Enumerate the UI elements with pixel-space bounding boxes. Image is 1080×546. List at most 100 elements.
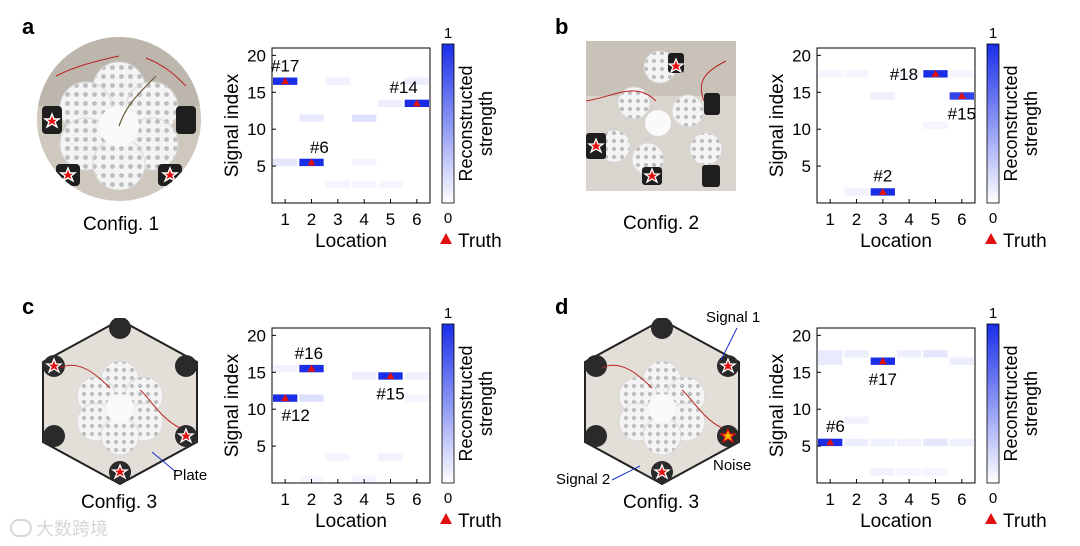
x-tick-label: 5	[386, 210, 395, 229]
colorbar-label-line2: strength	[476, 91, 496, 156]
x-tick-label: 4	[904, 210, 913, 229]
y-tick-label: 10	[792, 400, 811, 419]
colorbar-max-label: 1	[444, 305, 452, 322]
signal-annotation: #18	[890, 65, 918, 84]
plot-area	[272, 328, 430, 483]
truth-legend-label: Truth	[1003, 511, 1047, 532]
plot-area	[817, 328, 975, 483]
heat-cell	[844, 416, 869, 424]
heat-cell	[818, 357, 843, 365]
x-tick-label: 3	[878, 210, 887, 229]
truth-marker	[386, 371, 395, 379]
x-tick-label: 5	[931, 210, 940, 229]
heat-cell	[273, 364, 298, 373]
signal-annotation: #17	[271, 57, 299, 76]
x-tick-label: 3	[333, 210, 342, 229]
heat-cell	[299, 114, 324, 122]
colorbar	[441, 43, 455, 204]
heat-cell	[404, 372, 429, 380]
panel-letter-c: c	[22, 294, 35, 319]
heat-cell	[273, 158, 298, 167]
y-axis-label: Signal index	[767, 73, 788, 177]
signal-annotation: #6	[826, 417, 845, 436]
signal2-pointer-line	[611, 465, 641, 481]
y-tick-label: 20	[247, 46, 266, 65]
heat-cell	[923, 468, 948, 476]
truth-legend-label: Truth	[458, 511, 502, 532]
heat-cell	[352, 372, 377, 380]
truth-marker	[826, 438, 835, 446]
colorbar-min-label: 0	[989, 490, 997, 507]
heat-cell	[378, 453, 403, 461]
heat-cell	[923, 121, 948, 130]
plot-frame	[271, 327, 431, 484]
heat-cell	[844, 350, 869, 358]
y-tick-label: 5	[257, 437, 266, 456]
x-tick-label: 1	[825, 210, 834, 229]
colorbar-label-line2: strength	[1021, 371, 1041, 436]
heat-cell	[844, 188, 869, 196]
panel-letter-b: b	[555, 14, 569, 39]
y-tick-label: 15	[247, 83, 266, 102]
truth-marker	[307, 158, 316, 166]
heat-cell	[325, 180, 350, 189]
colorbar	[986, 323, 1000, 484]
heat-cell	[325, 453, 350, 461]
signal1-label: Signal 1	[706, 309, 761, 326]
heat-cell	[352, 114, 377, 122]
y-tick-label: 20	[792, 46, 811, 65]
signal-annotation: #6	[310, 138, 329, 157]
y-tick-label: 5	[802, 437, 811, 456]
config-label-a: Config. 1	[82, 214, 160, 235]
y-axis-label: Signal index	[767, 353, 788, 457]
plot-area	[817, 48, 975, 203]
colorbar-max-label: 1	[989, 25, 997, 42]
colorbar	[986, 43, 1000, 204]
x-tick-label: 1	[825, 490, 834, 509]
y-axis-label: Signal index	[222, 73, 243, 177]
heat-cell	[949, 357, 974, 365]
colorbar-label-line2: strength	[476, 371, 496, 436]
colorbar-label: Reconstructed	[1001, 65, 1021, 181]
heat-cell	[325, 77, 350, 85]
truth-marker	[281, 394, 290, 402]
truth-marker	[931, 69, 940, 77]
x-tick-label: 3	[333, 490, 342, 509]
truth-marker	[878, 187, 887, 195]
signal-annotation: #16	[295, 344, 323, 363]
heat-cell	[870, 468, 895, 476]
x-axis-label: Location	[860, 231, 932, 252]
plot-frame	[816, 327, 976, 484]
colorbar-min-label: 0	[444, 490, 452, 507]
heat-cell	[404, 394, 429, 402]
heat-cell	[352, 158, 377, 167]
y-tick-label: 10	[792, 120, 811, 139]
y-tick-label: 15	[792, 83, 811, 102]
colorbar-max-label: 1	[989, 305, 997, 322]
colorbar-min-label: 0	[444, 210, 452, 227]
colorbar-label-line2: strength	[1021, 91, 1041, 156]
truth-legend-icon	[440, 233, 452, 244]
watermark-text: 大数跨境	[36, 519, 108, 539]
x-tick-label: 4	[359, 490, 368, 509]
heat-cell	[949, 70, 974, 78]
x-tick-label: 4	[359, 210, 368, 229]
heat-cell	[897, 438, 922, 447]
x-tick-label: 3	[878, 490, 887, 509]
signal-annotation: #14	[389, 78, 417, 97]
y-tick-label: 15	[247, 363, 266, 382]
photo-config-3-c	[40, 317, 200, 486]
signal-annotation: #15	[948, 105, 976, 124]
x-tick-label: 5	[386, 490, 395, 509]
heat-cell	[299, 394, 324, 402]
x-axis-label: Location	[315, 231, 387, 252]
heat-cell	[378, 180, 403, 189]
signal1-pointer-line	[720, 327, 738, 361]
watermark-logo-icon	[10, 519, 32, 537]
x-axis-label: Location	[860, 511, 932, 532]
signal-annotation: #2	[873, 167, 892, 186]
heat-cell	[897, 468, 922, 476]
signal2-label: Signal 2	[556, 471, 611, 488]
heat-cell	[378, 99, 403, 108]
